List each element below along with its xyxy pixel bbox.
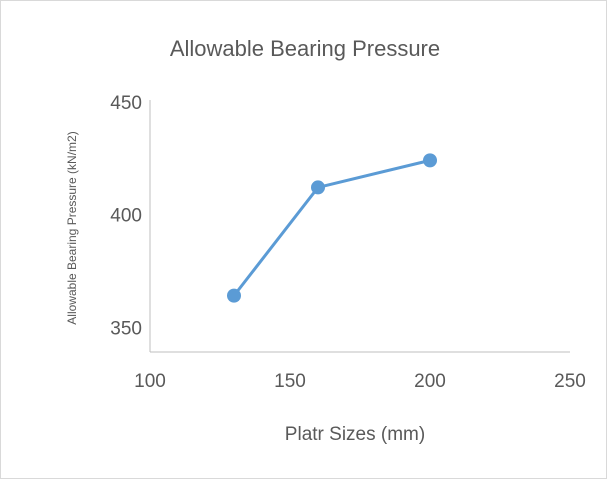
x-tick-label: 250 (554, 371, 586, 392)
data-point (311, 180, 325, 195)
x-tick-label: 100 (134, 371, 166, 392)
y-tick-label: 350 (110, 318, 142, 339)
x-axis-label: Platr Sizes (mm) (285, 424, 425, 445)
chart-title: Allowable Bearing Pressure (170, 36, 440, 61)
data-point (227, 288, 241, 303)
y-tick-label: 400 (110, 206, 142, 227)
y-axis-label: Allowable Bearing Pressure (kN/m2) (65, 131, 79, 324)
x-tick-label: 150 (274, 371, 306, 392)
x-tick-label: 200 (414, 371, 446, 392)
data-point (423, 153, 437, 168)
y-tick-label: 450 (110, 93, 142, 114)
